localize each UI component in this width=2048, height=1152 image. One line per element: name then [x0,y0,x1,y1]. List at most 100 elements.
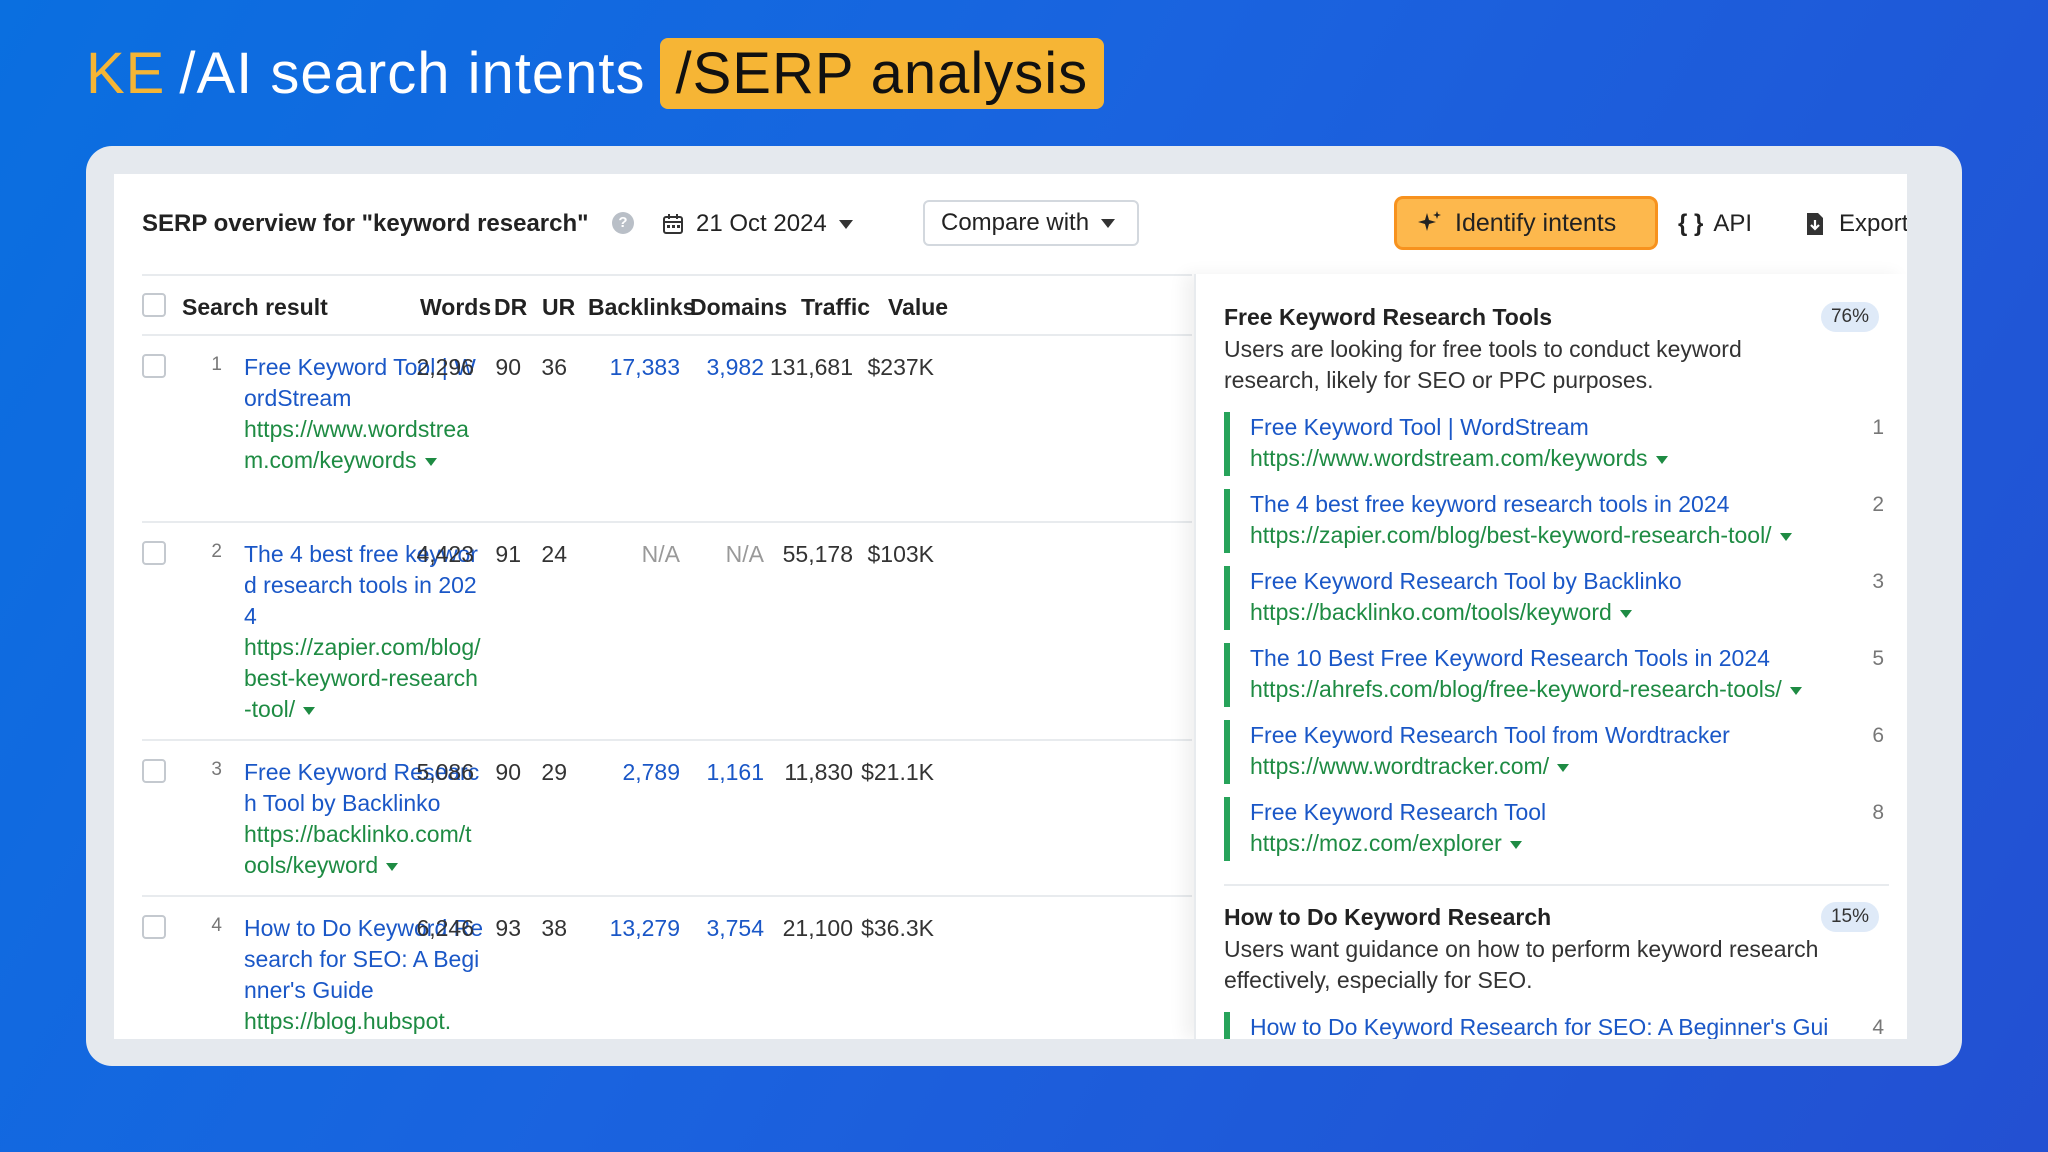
serp-panel: SERP overview for "keyword research" ? 2… [114,174,1907,1039]
row-rank: 3 [211,759,222,780]
intents-panel: Free Keyword Research Tools 76% Users ar… [1194,274,1907,1039]
col-domains[interactable]: Domains [690,294,788,320]
api-button[interactable]: { } API [1678,206,1752,242]
intent-source: Free Keyword Research Tool from Wordtrac… [1224,720,1884,784]
source-url-link[interactable]: https://ahrefs.com/blog/free-keyword-res… [1250,674,1884,705]
col-words[interactable]: Words [420,294,492,320]
domains-value[interactable]: 1,161 [706,759,764,785]
intent-percent-badge: 15% [1820,902,1879,932]
toolbar: SERP overview for "keyword research" ? 2… [142,196,1907,252]
intent-title: How to Do Keyword Research [1224,904,1552,930]
chevron-down-icon[interactable] [1509,840,1522,849]
date-selector[interactable]: 21 Oct 2024 [662,206,853,242]
domains-value: N/A [725,541,764,567]
headline-part1: /AI search intents [179,40,646,106]
row-checkbox[interactable] [142,354,166,378]
download-icon [1807,213,1823,235]
date-label: 21 Oct 2024 [696,210,827,237]
source-title-link[interactable]: Free Keyword Research Tool from Wordtrac… [1250,722,1730,748]
backlinks-value[interactable]: 17,383 [609,354,680,380]
intent-title: Free Keyword Research Tools [1224,304,1553,330]
chevron-down-icon[interactable] [1779,532,1792,541]
col-ur[interactable]: UR [542,294,576,320]
col-traffic[interactable]: Traffic [801,294,871,320]
result-title-link[interactable]: How to Do Keyword Research for SEO: A Be… [244,915,484,1003]
chevron-down-icon[interactable] [1557,763,1570,772]
value-value: $36.3K [861,915,934,941]
export-button[interactable]: Export [1805,206,1907,242]
row-rank: 4 [211,915,222,936]
value-value: $21.1K [861,759,934,785]
col-backlinks[interactable]: Backlinks [588,294,696,320]
result-url-link[interactable]: https://www.wordstream.com/keywords [244,416,469,473]
words-value: 5,086 [416,759,474,785]
calendar-icon [663,214,683,234]
chevron-down-icon[interactable] [386,862,399,871]
sparkle-icon [1418,211,1441,231]
headline: KE /AI search intents /SERP analysis [86,37,1105,109]
col-value[interactable]: Value [888,294,949,320]
source-rank: 8 [1872,801,1884,824]
source-url-link[interactable]: https://backlinko.com/tools/keyword [1250,597,1884,628]
source-title-link[interactable]: Free Keyword Research Tool by Backlinko [1250,568,1682,594]
result-url-link[interactable]: https://zapier.com/blog/best-keyword-res… [244,634,481,722]
result-title-link[interactable]: Free Keyword Research Tool by Backlinko [244,759,480,816]
table-header: Search result Words DR UR Backlinks Doma… [142,274,1192,336]
row-checkbox[interactable] [142,915,166,939]
words-value: 2,296 [416,354,474,380]
result-url-link[interactable]: https://backlinko.com/tools/keyword [244,821,472,878]
source-title-link[interactable]: Free Keyword Research Tool [1250,799,1547,825]
backlinks-value[interactable]: 13,279 [609,915,680,941]
intent-source: Free Keyword Research Tool https://moz.c… [1224,797,1884,861]
intent-percent-badge: 76% [1820,302,1879,332]
result-title-link[interactable]: The 4 best free keyword research tools i… [244,541,478,629]
source-rank: 6 [1872,724,1884,747]
source-title-link[interactable]: The 4 best free keyword research tools i… [1250,491,1730,517]
results-table: Search result Words DR UR Backlinks Doma… [142,274,1192,1039]
source-title-link[interactable]: The 10 Best Free Keyword Research Tools … [1250,645,1770,671]
result-title-link[interactable]: Free Keyword Tool | WordStream [244,354,476,411]
source-rank: 1 [1872,416,1884,439]
identify-intents-button[interactable]: Identify intents [1394,196,1658,250]
traffic-value: 131,681 [769,354,853,380]
source-url-link[interactable]: https://www.wordtracker.com/ [1250,751,1884,782]
intent-divider [1224,884,1889,886]
col-search-result[interactable]: Search result [182,294,328,320]
api-label: API [1713,210,1753,237]
chevron-down-icon[interactable] [424,457,437,466]
source-rank: 2 [1872,493,1884,516]
result-cell: The 4 best free keyword research tools i… [244,539,484,725]
source-title-link[interactable]: How to Do Keyword Research for SEO: A Be… [1250,1014,1829,1039]
row-rank: 1 [211,354,222,375]
dr-value: 90 [495,354,521,380]
source-url-link[interactable]: https://moz.com/explorer [1250,828,1884,859]
intent-source: The 4 best free keyword research tools i… [1224,489,1884,553]
chevron-down-icon[interactable] [1619,609,1632,618]
chevron-down-icon[interactable] [1655,455,1668,464]
chevron-down-icon[interactable] [303,706,316,715]
intent-source: Free Keyword Research Tool by Backlinko … [1224,566,1884,630]
row-checkbox[interactable] [142,541,166,565]
row-checkbox[interactable] [142,759,166,783]
chevron-down-icon[interactable] [1789,686,1802,695]
source-rank: 4 [1872,1016,1884,1039]
backlinks-value[interactable]: 2,789 [622,759,680,785]
domains-value[interactable]: 3,982 [706,354,764,380]
domains-value[interactable]: 3,754 [706,915,764,941]
braces-icon: { } [1678,210,1704,237]
col-dr[interactable]: DR [494,294,528,320]
table-row: 2 The 4 best free keyword research tools… [142,523,1192,741]
table-row: 1 Free Keyword Tool | WordStream https:/… [142,336,1192,523]
compare-with-dropdown[interactable]: Compare with [923,200,1139,246]
result-cell: Free Keyword Research Tool by Backlinko … [244,757,484,881]
export-label: Export [1839,210,1907,237]
intent-source: The 10 Best Free Keyword Research Tools … [1224,643,1884,707]
value-value: $103K [867,541,934,567]
table-row: 4 How to Do Keyword Research for SEO: A … [142,897,1192,1039]
select-all-checkbox[interactable] [142,293,166,317]
source-url-link[interactable]: https://zapier.com/blog/best-keyword-res… [1250,520,1884,551]
help-icon[interactable]: ? [612,212,634,234]
source-url-link[interactable]: https://www.wordstream.com/keywords [1250,443,1884,474]
result-url-link[interactable]: https://blog.hubspot. [244,1008,452,1034]
source-title-link[interactable]: Free Keyword Tool | WordStream [1250,414,1589,440]
